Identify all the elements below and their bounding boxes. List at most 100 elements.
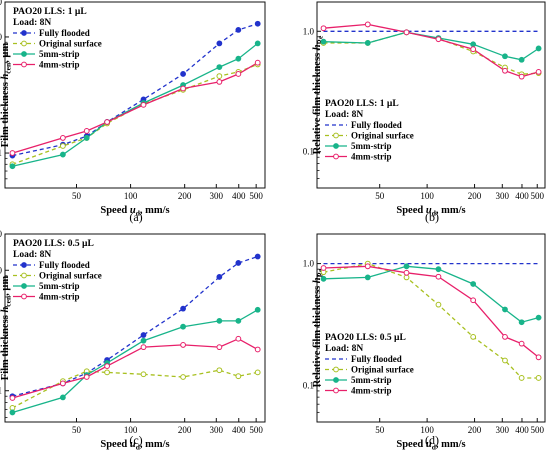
series-line-5mm-strip (323, 265, 539, 323)
data-point (535, 354, 542, 361)
data-point (104, 363, 110, 370)
data-point (83, 128, 90, 134)
data-point (502, 306, 508, 313)
x-axis-label: Speed ud, mm/s (100, 205, 169, 218)
x-tick-label: 50 (375, 191, 385, 201)
data-point (403, 274, 410, 281)
panel-subtitle: Load: 8N (325, 110, 363, 120)
legend-marker (333, 377, 339, 383)
x-tick-label: 300 (210, 191, 224, 201)
legend-label: 4mm-strip (351, 386, 392, 396)
data-point (502, 357, 508, 364)
legend-label: Fully flooded (39, 260, 90, 270)
data-point (518, 340, 525, 347)
data-point (320, 38, 327, 45)
data-point (470, 297, 477, 304)
x-tick-label: 50 (375, 425, 385, 435)
plot-frame (316, 233, 546, 423)
data-point (59, 394, 66, 401)
legend-marker (333, 387, 339, 394)
data-point (502, 333, 508, 340)
legend-label: Original surface (39, 39, 102, 49)
legend-marker (21, 272, 27, 279)
data-point (470, 281, 477, 287)
legend-label: 4mm-strip (39, 60, 80, 70)
x-tick-label: 500 (249, 425, 263, 435)
x-tick-label: 400 (232, 425, 246, 435)
data-point (364, 274, 371, 281)
data-point (59, 151, 66, 158)
data-point (254, 40, 261, 47)
data-point (254, 346, 261, 353)
data-point (502, 67, 508, 74)
data-point (320, 265, 327, 271)
series-line-fully-flooded (12, 23, 258, 157)
legend-marker (21, 51, 27, 57)
y-tick-label: 2.0 (0, 229, 3, 239)
data-point (9, 150, 16, 156)
legend-label: Original surface (351, 131, 414, 141)
x-tick-label: 300 (496, 425, 510, 435)
data-point (254, 59, 261, 66)
panel-caption: (a) (129, 210, 142, 224)
panel-title: PAO20 LLS: 1 µL (325, 99, 399, 109)
panel-subtitle: Load: 8N (325, 344, 363, 354)
data-point (104, 369, 110, 376)
data-point (235, 317, 242, 324)
data-point (180, 305, 186, 312)
y-tick-label: 1.0 (303, 259, 315, 269)
legend-label: 5mm-strip (39, 281, 80, 291)
x-tick-label: 200 (178, 191, 192, 201)
y-tick-label: 2.0 (0, 0, 3, 7)
legend-label: 5mm-strip (351, 375, 392, 385)
data-point (235, 27, 242, 33)
data-point (235, 55, 242, 62)
panel-title: PAO20 LLS: 0.5 µL (325, 333, 406, 343)
data-point (254, 306, 261, 313)
data-point (518, 73, 525, 80)
plot-frame (4, 233, 266, 423)
data-point (216, 73, 223, 80)
data-point (9, 395, 16, 401)
data-point (180, 342, 186, 348)
data-point (320, 25, 327, 32)
data-point (140, 344, 147, 351)
legend-marker (21, 61, 27, 68)
data-point (435, 36, 442, 43)
legend-marker (21, 40, 27, 47)
panel-subtitle: Load: 8N (13, 18, 51, 28)
y-axis-label: Film thickness hcen, µm (0, 276, 13, 381)
legend-marker (333, 132, 339, 139)
series-line-4mm-strip (323, 23, 539, 78)
y-tick-label: 1.0 (0, 32, 3, 42)
legend-marker (21, 293, 27, 300)
data-point (518, 319, 525, 326)
x-tick-label: 500 (530, 425, 544, 435)
panel-subtitle: Load: 8N (13, 250, 51, 260)
series-line-4mm-strip (323, 265, 540, 358)
data-point (83, 135, 90, 141)
data-point (9, 163, 16, 170)
data-point (235, 335, 242, 342)
data-point (59, 135, 66, 141)
y-tick-label: 0.1 (0, 148, 2, 158)
legend-marker (333, 153, 339, 160)
legend-label: 5mm-strip (39, 49, 80, 59)
legend-marker (21, 262, 27, 268)
data-point (320, 275, 327, 282)
legend-marker (21, 283, 27, 289)
data-point (364, 263, 371, 270)
data-point (403, 263, 410, 270)
y-tick-label: 0.1 (303, 147, 314, 157)
panel-caption: (d) (425, 433, 439, 447)
x-axis-label: Speed ud, mm/s (396, 205, 465, 218)
x-tick-label: 400 (515, 425, 529, 435)
legend-marker (333, 143, 339, 149)
x-tick-label: 100 (124, 191, 138, 201)
legend-marker (333, 366, 339, 373)
chart-panel-b: 50 100 200 300 400 500 0.1 1.0 Speed ud, mm/s Rel… (303, 1, 546, 224)
data-point (216, 274, 223, 280)
